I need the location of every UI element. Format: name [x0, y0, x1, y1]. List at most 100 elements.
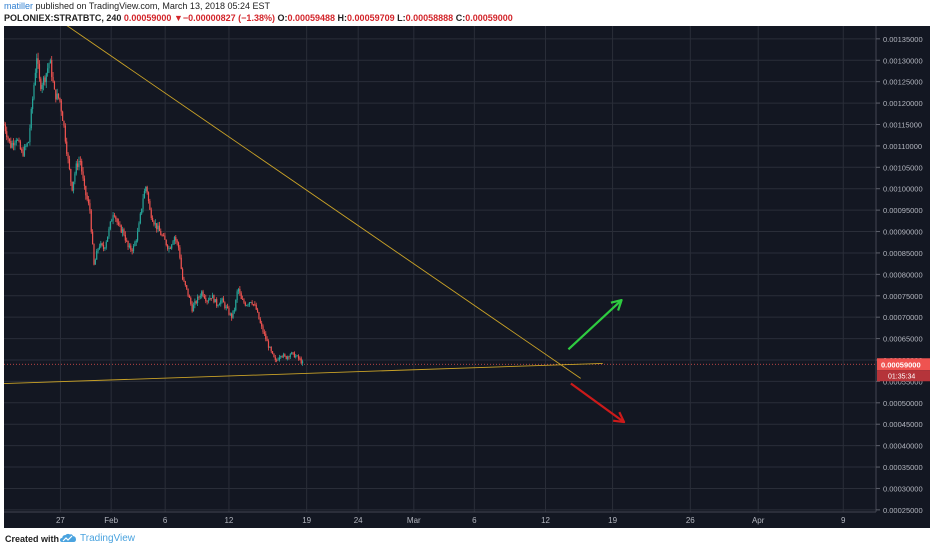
price-tick-label: 0.00040000 [883, 442, 923, 451]
candle-down [203, 295, 206, 299]
current-price-badge [877, 358, 930, 371]
candle-down [292, 352, 294, 354]
candle-up [104, 247, 106, 249]
tradingview-logo-icon[interactable] [60, 533, 76, 544]
candle-up [235, 299, 237, 311]
candle-up [207, 300, 210, 302]
price-tick-label: 0.00110000 [883, 142, 922, 151]
candle-down [165, 239, 167, 246]
candle-up [78, 161, 80, 167]
price-tick-label: 0.00035000 [883, 463, 923, 472]
published-text: published on TradingView.com, March 13, … [33, 1, 270, 11]
candle-down [213, 295, 215, 303]
candle-down [123, 229, 125, 235]
trend-drawings [3, 21, 876, 424]
time-tick-label: Mar [407, 516, 421, 525]
footer: Created with TradingView [0, 528, 932, 550]
candle-down [169, 247, 171, 249]
low-label: L: [397, 13, 406, 23]
candle-down [251, 302, 253, 305]
open-label: O: [277, 13, 288, 23]
open-value: 0.00059488 [287, 13, 336, 23]
candle-down [158, 225, 161, 232]
price-tick-label: 0.00115000 [883, 120, 922, 129]
candle-down [206, 300, 208, 302]
price-tick-label: 0.00105000 [883, 163, 923, 172]
candle-down [57, 93, 60, 98]
low-value: 0.00058888 [405, 13, 454, 23]
author-name[interactable]: matiller [4, 1, 34, 11]
candle-down [90, 210, 92, 232]
candle-down [70, 168, 72, 182]
price-tick-label: 0.00055000 [883, 377, 923, 386]
candle-up [32, 98, 34, 109]
chart-area[interactable]: 0.00025000 0.00030000 0.00035000 0.00040000… [3, 21, 930, 528]
candle-down [89, 203, 91, 211]
candle-up [236, 291, 238, 300]
candle-down [131, 249, 133, 252]
price-chart[interactable]: 0.00025000 0.00030000 0.00035000 0.00040000… [3, 21, 930, 528]
candle-down [117, 222, 120, 225]
candle-up [42, 77, 45, 85]
candle-up [29, 128, 31, 143]
candle-down [252, 304, 255, 306]
candle-up [34, 72, 36, 85]
candle-down [187, 288, 189, 296]
candle-down [87, 199, 90, 204]
up-arrow-icon-head [610, 298, 623, 311]
candle-up [74, 173, 76, 182]
candle-down [263, 332, 265, 334]
candle-down [51, 60, 53, 77]
candle-up [229, 313, 231, 315]
publish-line: matiller published on TradingView.com, M… [4, 1, 270, 11]
candle-down [6, 131, 8, 138]
candle-down [177, 242, 180, 248]
candle-down [190, 297, 192, 304]
time-tick-label: 6 [472, 516, 477, 525]
candle-up [112, 215, 114, 221]
candle-down [276, 359, 278, 361]
price-axis[interactable]: 0.00025000 0.00030000 0.00035000 0.00040000… [875, 26, 930, 515]
time-tick-label: 12 [541, 516, 550, 525]
candle-up [201, 291, 203, 297]
candle-down [164, 235, 166, 240]
candle-up [171, 244, 173, 249]
candle-up [137, 231, 139, 241]
down-arrow-icon-shaft [570, 382, 625, 423]
candle-down [288, 356, 290, 358]
down-triangle-icon: ▼ [173, 13, 183, 23]
candle-down [19, 141, 21, 150]
candle-down [270, 346, 272, 352]
candle-down [285, 356, 287, 359]
candle-up [47, 68, 49, 74]
candle-down [241, 298, 244, 300]
tradingview-brand[interactable]: TradingView [80, 533, 136, 544]
candle-down [293, 352, 295, 358]
time-tick-label: 12 [224, 516, 233, 525]
candle-down [261, 323, 263, 327]
candle-down [265, 333, 267, 340]
candle-down [284, 354, 286, 357]
candle-down [181, 268, 184, 280]
time-tick-label: Apr [752, 516, 765, 525]
candle-up [246, 305, 248, 307]
candle-down [180, 257, 182, 269]
candle-up [278, 357, 280, 360]
candle-up [27, 142, 30, 143]
candle-up [23, 146, 26, 156]
candle-up [157, 225, 159, 230]
time-axis[interactable]: 27 Feb 6 12 19 24 Mar 6 12 19 26 Apr 9 [4, 511, 876, 525]
candle-up [105, 241, 107, 248]
price-tick-label: 0.00090000 [883, 228, 923, 237]
candle-up [72, 181, 75, 191]
candle-down [86, 195, 88, 200]
candle-down [274, 357, 276, 360]
candle-up [232, 310, 234, 318]
candle-down [77, 163, 79, 167]
candle-up [196, 296, 199, 304]
candle-down [205, 298, 207, 301]
candle-down [7, 137, 9, 139]
time-tick-label: 27 [56, 516, 65, 525]
high-value: 0.00059709 [347, 13, 395, 23]
candle-up [280, 356, 282, 358]
